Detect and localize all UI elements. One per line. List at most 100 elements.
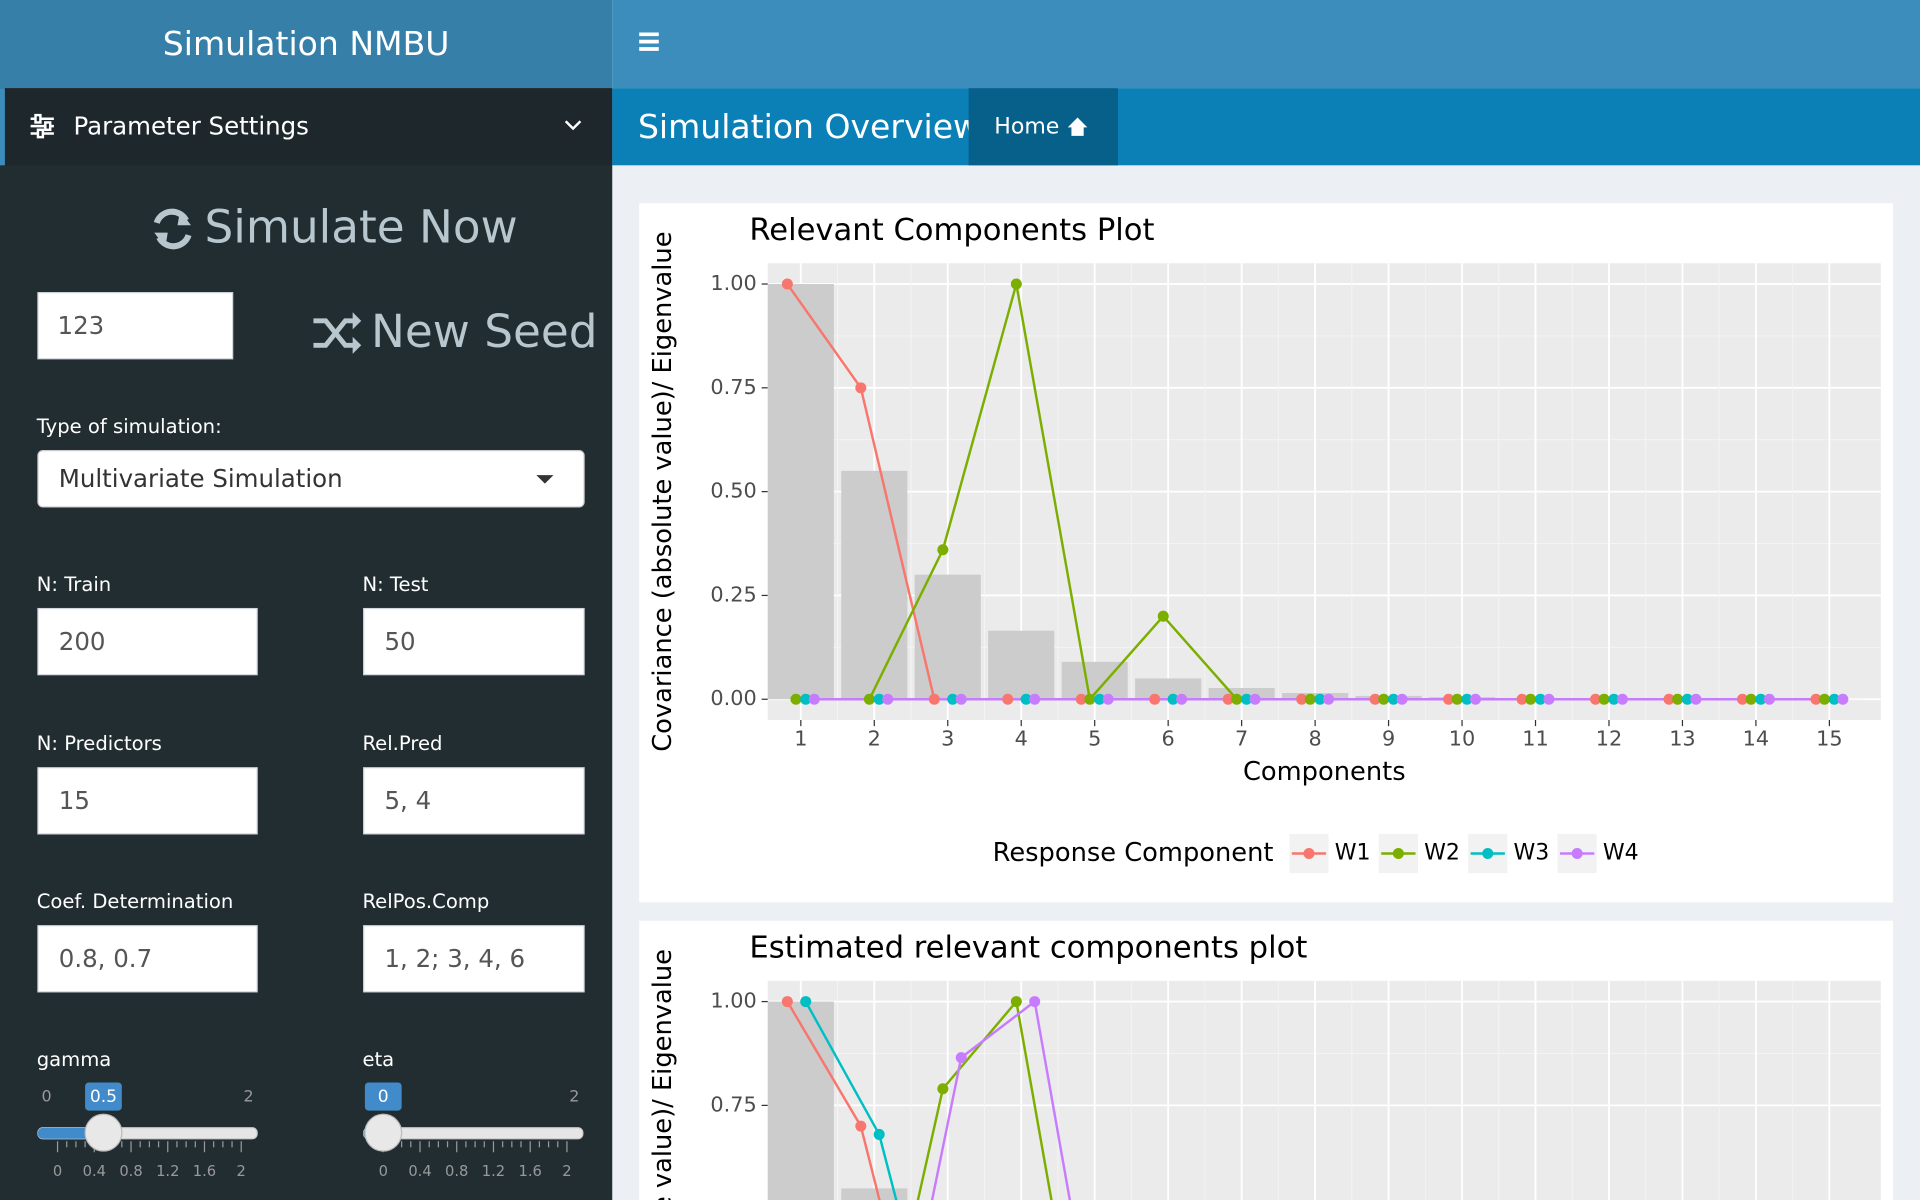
text-input[interactable] <box>363 767 585 835</box>
point <box>1084 693 1096 705</box>
slider-label: gamma <box>37 1048 112 1071</box>
seed-input[interactable] <box>37 292 234 360</box>
point <box>937 1083 949 1095</box>
new-seed-button[interactable]: New Seed <box>313 305 597 358</box>
menu-label[interactable]: Parameter Settings <box>73 111 308 140</box>
point <box>1010 278 1022 290</box>
point <box>882 693 894 705</box>
point <box>1149 693 1161 705</box>
point <box>1369 693 1381 705</box>
slider-tick-label: 0.8 <box>445 1163 468 1180</box>
point <box>1616 693 1628 705</box>
point <box>1810 693 1822 705</box>
arrow-head <box>352 336 362 354</box>
y-tick-label: 0.75 <box>710 1092 756 1116</box>
legend-point <box>1482 847 1494 859</box>
point <box>1241 693 1253 705</box>
y-tick-label: 0.50 <box>710 479 756 503</box>
point <box>1020 693 1032 705</box>
bar <box>767 1001 834 1200</box>
slider-value: 0.5 <box>90 1087 117 1107</box>
simulate-button[interactable]: Simulate Now <box>153 201 518 254</box>
slider-label: eta <box>362 1048 394 1071</box>
tab-label[interactable]: Home <box>994 114 1059 139</box>
point <box>1736 693 1748 705</box>
point <box>955 693 967 705</box>
x-tick-label: 9 <box>1382 727 1395 751</box>
input-value[interactable]: 5, 4 <box>384 786 431 815</box>
point <box>955 1052 967 1064</box>
x-tick-label: 1 <box>794 727 807 751</box>
point <box>1763 693 1775 705</box>
point <box>1608 693 1620 705</box>
slider-handle[interactable] <box>364 1113 403 1152</box>
select-value[interactable]: Multivariate Simulation <box>59 464 343 493</box>
y-tick-label: 0.00 <box>710 686 756 710</box>
shuffle-icon <box>313 318 356 348</box>
field-label: Rel.Pred <box>362 732 442 755</box>
slider-badge <box>85 1082 122 1111</box>
text-input[interactable] <box>363 607 585 676</box>
text-input[interactable] <box>37 767 258 835</box>
page-title: Simulation Overview <box>638 107 980 146</box>
point <box>800 693 812 705</box>
text-input[interactable] <box>363 925 585 993</box>
point <box>1818 693 1830 705</box>
point <box>937 544 949 556</box>
point <box>1029 996 1041 1008</box>
button-label[interactable]: New Seed <box>371 305 597 358</box>
point <box>1451 693 1463 705</box>
seed-value[interactable]: 123 <box>58 311 105 340</box>
point <box>1387 693 1399 705</box>
point <box>808 693 820 705</box>
bar <box>1282 693 1349 700</box>
point <box>1396 693 1408 705</box>
point <box>1543 693 1555 705</box>
brand: Simulation NMBU <box>163 24 450 63</box>
point <box>1516 693 1528 705</box>
menu-active-bar <box>0 88 5 166</box>
slider-tick-label: 1.6 <box>519 1163 542 1180</box>
slider-tick-label: 1.6 <box>193 1163 216 1180</box>
input-value[interactable]: 200 <box>59 627 106 656</box>
bar <box>1135 678 1202 700</box>
input-value[interactable]: 1, 2; 3, 4, 6 <box>384 944 525 973</box>
legend-title: Response Component <box>993 838 1274 868</box>
point <box>1590 693 1602 705</box>
menu-item[interactable] <box>0 88 613 166</box>
button-label[interactable]: Simulate Now <box>204 201 517 254</box>
slider-handle[interactable] <box>84 1113 123 1152</box>
x-tick-label: 4 <box>1015 727 1028 751</box>
chevron[interactable] <box>564 120 582 131</box>
type-select[interactable] <box>37 450 585 508</box>
point <box>855 1120 867 1132</box>
page-header <box>612 88 1920 166</box>
x-axis-title: Components <box>1243 757 1406 787</box>
x-tick-label: 11 <box>1522 727 1548 751</box>
y-tick-label: 0.75 <box>710 375 756 399</box>
slider-tick-label: 1.2 <box>482 1163 505 1180</box>
point <box>790 693 802 705</box>
legend-label: W2 <box>1424 840 1460 865</box>
x-tick-label: 10 <box>1449 727 1475 751</box>
sidebar-toggle[interactable] <box>639 32 659 51</box>
input-value[interactable]: 15 <box>59 786 90 815</box>
bar <box>988 630 1055 700</box>
legend-label: W3 <box>1513 840 1549 865</box>
point <box>1690 693 1702 705</box>
point <box>800 996 812 1008</box>
home-icon <box>1067 117 1088 136</box>
input-value[interactable]: 50 <box>384 627 415 656</box>
slider-tick-label: 0.4 <box>408 1163 431 1180</box>
text-input[interactable] <box>37 925 258 993</box>
tab[interactable] <box>968 88 1118 166</box>
select-caret[interactable] <box>536 475 554 484</box>
legend-point <box>1571 847 1583 859</box>
series-line <box>916 998 1053 1200</box>
input-value[interactable]: 0.8, 0.7 <box>59 944 152 973</box>
slider-max: 2 <box>244 1087 254 1106</box>
point <box>1075 693 1087 705</box>
field-label: N: Test <box>362 573 428 596</box>
y-tick-label: 0.25 <box>710 582 756 606</box>
text-input[interactable] <box>37 607 258 676</box>
